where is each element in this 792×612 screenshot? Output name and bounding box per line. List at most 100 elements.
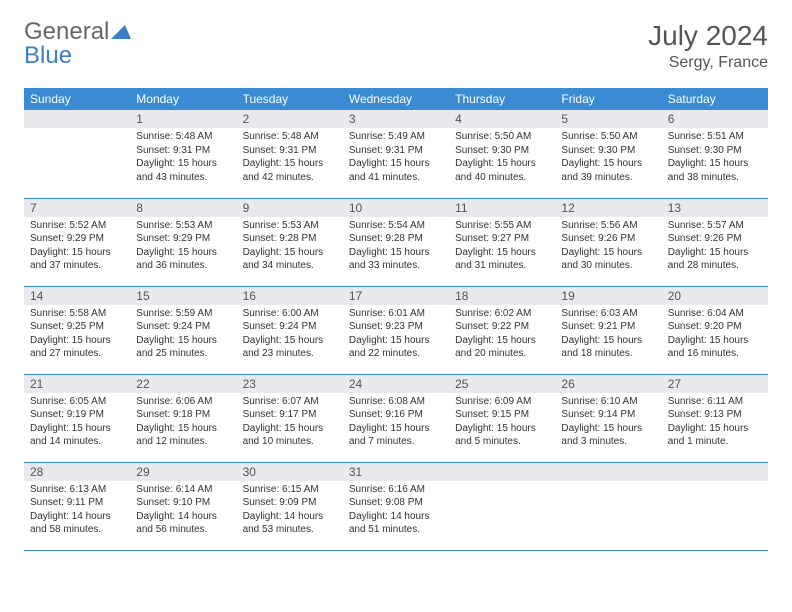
sunrise-text: Sunrise: 5:50 AM <box>561 130 655 144</box>
day-content: Sunrise: 5:49 AMSunset: 9:31 PMDaylight:… <box>343 128 449 186</box>
daylight-text: Daylight: 15 hours and 41 minutes. <box>349 157 443 184</box>
daylight-text: Daylight: 15 hours and 7 minutes. <box>349 422 443 449</box>
calendar-day-cell: 9Sunrise: 5:53 AMSunset: 9:28 PMDaylight… <box>237 198 343 286</box>
day-number: 16 <box>237 287 343 305</box>
day-number: 8 <box>130 199 236 217</box>
day-content: Sunrise: 5:54 AMSunset: 9:28 PMDaylight:… <box>343 217 449 275</box>
daylight-text: Daylight: 15 hours and 23 minutes. <box>243 334 337 361</box>
calendar-day-cell: 26Sunrise: 6:10 AMSunset: 9:14 PMDayligh… <box>555 374 661 462</box>
calendar-day-cell: 3Sunrise: 5:49 AMSunset: 9:31 PMDaylight… <box>343 110 449 198</box>
calendar-day-cell <box>24 110 130 198</box>
day-content: Sunrise: 6:01 AMSunset: 9:23 PMDaylight:… <box>343 305 449 363</box>
sunset-text: Sunset: 9:10 PM <box>136 496 230 510</box>
logo-line1: General <box>24 18 109 45</box>
calendar-day-cell: 8Sunrise: 5:53 AMSunset: 9:29 PMDaylight… <box>130 198 236 286</box>
calendar-week-row: 14Sunrise: 5:58 AMSunset: 9:25 PMDayligh… <box>24 286 768 374</box>
day-number <box>24 110 130 128</box>
calendar-day-cell: 4 Sunrise: 5:50 AMSunset: 9:30 PMDaylight… <box>449 110 555 198</box>
sunrise-text: Sunrise: 6:02 AM <box>455 307 549 321</box>
day-number: 14 <box>24 287 130 305</box>
day-number: 22 <box>130 375 236 393</box>
day-number: 4 <box>449 110 555 128</box>
calendar-day-cell <box>555 462 661 550</box>
day-number <box>555 463 661 481</box>
calendar-day-cell: 18Sunrise: 6:02 AMSunset: 9:22 PMDayligh… <box>449 286 555 374</box>
sunrise-text: Sunrise: 5:56 AM <box>561 219 655 233</box>
sunset-text: Sunset: 9:31 PM <box>349 144 443 158</box>
day-content: Sunrise: 6:02 AMSunset: 9:22 PMDaylight:… <box>449 305 555 363</box>
daylight-text: Daylight: 15 hours and 34 minutes. <box>243 246 337 273</box>
sunset-text: Sunset: 9:16 PM <box>349 408 443 422</box>
sunrise-text: Sunrise: 5:52 AM <box>30 219 124 233</box>
daylight-text: Daylight: 15 hours and 1 minute. <box>668 422 762 449</box>
day-content: Sunrise: 5:53 AMSunset: 9:28 PMDaylight:… <box>237 217 343 275</box>
calendar-day-cell: 29Sunrise: 6:14 AMSunset: 9:10 PMDayligh… <box>130 462 236 550</box>
day-content: Sunrise: 5:55 AMSunset: 9:27 PMDaylight:… <box>449 217 555 275</box>
logo-line2: Blue <box>24 42 72 69</box>
daylight-text: Daylight: 15 hours and 25 minutes. <box>136 334 230 361</box>
sunrise-text: Sunrise: 6:00 AM <box>243 307 337 321</box>
calendar-day-cell <box>449 462 555 550</box>
logo-triangle-icon <box>111 20 131 44</box>
daylight-text: Daylight: 15 hours and 36 minutes. <box>136 246 230 273</box>
sunrise-text: Sunrise: 6:05 AM <box>30 395 124 409</box>
sunrise-text: Sunrise: 5:50 AM <box>455 130 549 144</box>
sunrise-text: Sunrise: 6:04 AM <box>668 307 762 321</box>
day-header: Saturday <box>662 88 768 110</box>
calendar-day-cell: 11Sunrise: 5:55 AMSunset: 9:27 PMDayligh… <box>449 198 555 286</box>
calendar-day-cell: 12 Sunrise: 5:56 AMSunset: 9:26 PMDayligh… <box>555 198 661 286</box>
daylight-text: Daylight: 15 hours and 43 minutes. <box>136 157 230 184</box>
sunrise-text: Sunrise: 6:08 AM <box>349 395 443 409</box>
daylight-text: Daylight: 15 hours and 40 minutes. <box>455 157 549 184</box>
sunset-text: Sunset: 9:30 PM <box>455 144 549 158</box>
sunrise-text: Sunrise: 6:16 AM <box>349 483 443 497</box>
day-content: Sunrise: 6:04 AMSunset: 9:20 PMDaylight:… <box>662 305 768 363</box>
calendar-day-cell: 16Sunrise: 6:00 AMSunset: 9:24 PMDayligh… <box>237 286 343 374</box>
sunrise-text: Sunrise: 6:13 AM <box>30 483 124 497</box>
sunset-text: Sunset: 9:24 PM <box>136 320 230 334</box>
calendar-day-cell: 2Sunrise: 5:48 AMSunset: 9:31 PMDaylight… <box>237 110 343 198</box>
page-header: General Blue July 2024 Sergy, France <box>24 20 768 72</box>
page-title: July 2024 <box>648 20 768 52</box>
day-content: Sunrise: 5:59 AMSunset: 9:24 PMDaylight:… <box>130 305 236 363</box>
sunset-text: Sunset: 9:31 PM <box>136 144 230 158</box>
sunset-text: Sunset: 9:29 PM <box>136 232 230 246</box>
daylight-text: Daylight: 15 hours and 16 minutes. <box>668 334 762 361</box>
day-content: Sunrise: 5:48 AMSunset: 9:31 PMDaylight:… <box>130 128 236 186</box>
calendar-day-cell: 15Sunrise: 5:59 AMSunset: 9:24 PMDayligh… <box>130 286 236 374</box>
day-number: 30 <box>237 463 343 481</box>
sunset-text: Sunset: 9:26 PM <box>561 232 655 246</box>
calendar-day-cell: 25Sunrise: 6:09 AMSunset: 9:15 PMDayligh… <box>449 374 555 462</box>
sunset-text: Sunset: 9:18 PM <box>136 408 230 422</box>
daylight-text: Daylight: 15 hours and 33 minutes. <box>349 246 443 273</box>
day-number: 29 <box>130 463 236 481</box>
sunrise-text: Sunrise: 5:48 AM <box>136 130 230 144</box>
daylight-text: Daylight: 15 hours and 30 minutes. <box>561 246 655 273</box>
daylight-text: Daylight: 15 hours and 12 minutes. <box>136 422 230 449</box>
day-number: 26 <box>555 375 661 393</box>
sunrise-text: Sunrise: 5:49 AM <box>349 130 443 144</box>
daylight-text: Daylight: 14 hours and 53 minutes. <box>243 510 337 537</box>
daylight-text: Daylight: 15 hours and 10 minutes. <box>243 422 337 449</box>
sunset-text: Sunset: 9:13 PM <box>668 408 762 422</box>
daylight-text: Daylight: 15 hours and 39 minutes. <box>561 157 655 184</box>
day-number: 6 <box>662 110 768 128</box>
day-content: Sunrise: 5:58 AMSunset: 9:25 PMDaylight:… <box>24 305 130 363</box>
daylight-text: Daylight: 15 hours and 22 minutes. <box>349 334 443 361</box>
calendar-table: Sunday Monday Tuesday Wednesday Thursday… <box>24 88 768 551</box>
day-content: Sunrise: 6:07 AMSunset: 9:17 PMDaylight:… <box>237 393 343 451</box>
day-number: 20 <box>662 287 768 305</box>
day-number: 19 <box>555 287 661 305</box>
day-header: Wednesday <box>343 88 449 110</box>
day-header: Tuesday <box>237 88 343 110</box>
daylight-text: Daylight: 15 hours and 3 minutes. <box>561 422 655 449</box>
day-number: 21 <box>24 375 130 393</box>
calendar-day-cell: 24Sunrise: 6:08 AMSunset: 9:16 PMDayligh… <box>343 374 449 462</box>
daylight-text: Daylight: 15 hours and 38 minutes. <box>668 157 762 184</box>
day-number: 18 <box>449 287 555 305</box>
day-content: Sunrise: 6:10 AMSunset: 9:14 PMDaylight:… <box>555 393 661 451</box>
sunrise-text: Sunrise: 6:11 AM <box>668 395 762 409</box>
day-number <box>449 463 555 481</box>
location-text: Sergy, France <box>648 54 768 72</box>
day-number: 12 <box>555 199 661 217</box>
